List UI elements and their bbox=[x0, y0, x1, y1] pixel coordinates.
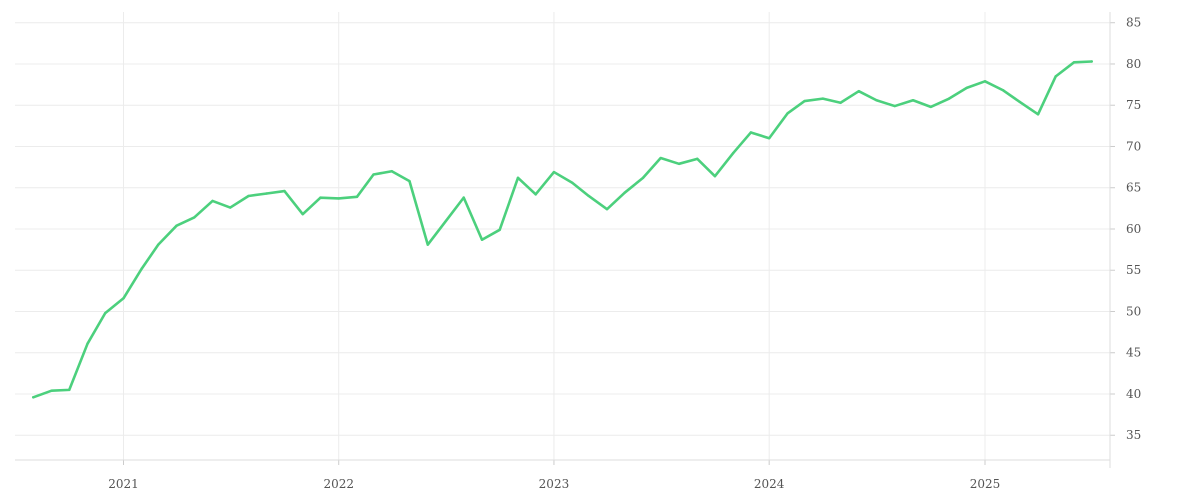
data-point bbox=[50, 389, 53, 392]
data-point bbox=[875, 99, 878, 102]
y-tick-label: 80 bbox=[1126, 57, 1141, 71]
y-tick-label: 45 bbox=[1126, 346, 1141, 360]
data-point bbox=[32, 396, 35, 399]
data-point bbox=[677, 162, 681, 166]
y-tick-label: 55 bbox=[1126, 263, 1141, 277]
data-point bbox=[803, 99, 806, 103]
data-point bbox=[265, 192, 268, 195]
data-point bbox=[1090, 60, 1093, 63]
data-point bbox=[1018, 100, 1021, 104]
data-point bbox=[929, 105, 932, 109]
y-tick-label: 35 bbox=[1126, 428, 1141, 442]
y-tick-label: 50 bbox=[1126, 304, 1141, 318]
data-point bbox=[767, 137, 771, 140]
data-point bbox=[641, 176, 645, 180]
data-point bbox=[713, 174, 717, 178]
data-point bbox=[516, 176, 520, 180]
data-point bbox=[623, 191, 626, 194]
data-point bbox=[86, 342, 89, 345]
data-point bbox=[1002, 89, 1005, 92]
data-point bbox=[193, 216, 196, 219]
data-point bbox=[462, 196, 465, 199]
data-point bbox=[696, 157, 699, 161]
data-point bbox=[355, 195, 359, 199]
data-point bbox=[821, 97, 825, 100]
axes bbox=[15, 12, 1115, 468]
data-point bbox=[480, 238, 484, 241]
data-point bbox=[534, 193, 537, 196]
data-point bbox=[319, 196, 322, 199]
data-point bbox=[301, 212, 304, 216]
data-point bbox=[983, 80, 987, 83]
x-tick-label: 2023 bbox=[539, 477, 570, 491]
data-point bbox=[839, 101, 842, 104]
data-point bbox=[283, 189, 286, 193]
data-point bbox=[157, 243, 160, 246]
x-tick-label: 2024 bbox=[754, 477, 785, 491]
data-point bbox=[104, 311, 107, 315]
data-point bbox=[947, 97, 951, 100]
data-point bbox=[786, 112, 789, 115]
data-point bbox=[122, 297, 125, 300]
data-point bbox=[1054, 75, 1057, 78]
data-point bbox=[140, 267, 143, 270]
tick-labels: 35 40 45 50 55 60 65 70 75 80 85 2021 2022 2023 2024 20… bbox=[108, 16, 1141, 491]
data-point bbox=[571, 181, 574, 184]
y-tick-label: 85 bbox=[1126, 16, 1141, 30]
data-point bbox=[749, 131, 753, 134]
data-point bbox=[893, 104, 896, 108]
series-line bbox=[31, 60, 1094, 399]
y-tick-label: 60 bbox=[1126, 222, 1141, 236]
data-point bbox=[1036, 113, 1040, 116]
data-point bbox=[965, 86, 968, 90]
data-point bbox=[732, 151, 735, 155]
x-tick-label: 2025 bbox=[970, 477, 1001, 491]
data-point bbox=[408, 179, 411, 183]
data-point bbox=[390, 170, 393, 173]
data-point bbox=[229, 206, 232, 209]
data-point bbox=[426, 243, 429, 246]
data-point bbox=[68, 388, 71, 392]
x-tick-label: 2022 bbox=[323, 477, 354, 491]
x-tick-label: 2021 bbox=[108, 477, 139, 491]
data-point bbox=[247, 194, 250, 198]
data-point bbox=[498, 228, 501, 232]
data-point bbox=[175, 224, 178, 227]
data-point bbox=[911, 99, 915, 102]
y-tick-label: 40 bbox=[1126, 387, 1141, 401]
data-point bbox=[857, 90, 861, 93]
data-point bbox=[372, 173, 375, 176]
data-point bbox=[444, 220, 447, 223]
y-tick-label: 70 bbox=[1126, 139, 1141, 153]
y-tick-label: 75 bbox=[1126, 98, 1141, 112]
y-tick-label: 65 bbox=[1126, 181, 1141, 195]
data-point bbox=[552, 170, 556, 174]
data-point bbox=[587, 194, 590, 198]
data-point bbox=[211, 199, 214, 203]
data-point bbox=[605, 207, 609, 211]
series bbox=[31, 60, 1094, 399]
data-point bbox=[337, 197, 340, 200]
data-point bbox=[1072, 61, 1076, 64]
grid bbox=[15, 12, 1110, 460]
data-point bbox=[659, 156, 662, 160]
